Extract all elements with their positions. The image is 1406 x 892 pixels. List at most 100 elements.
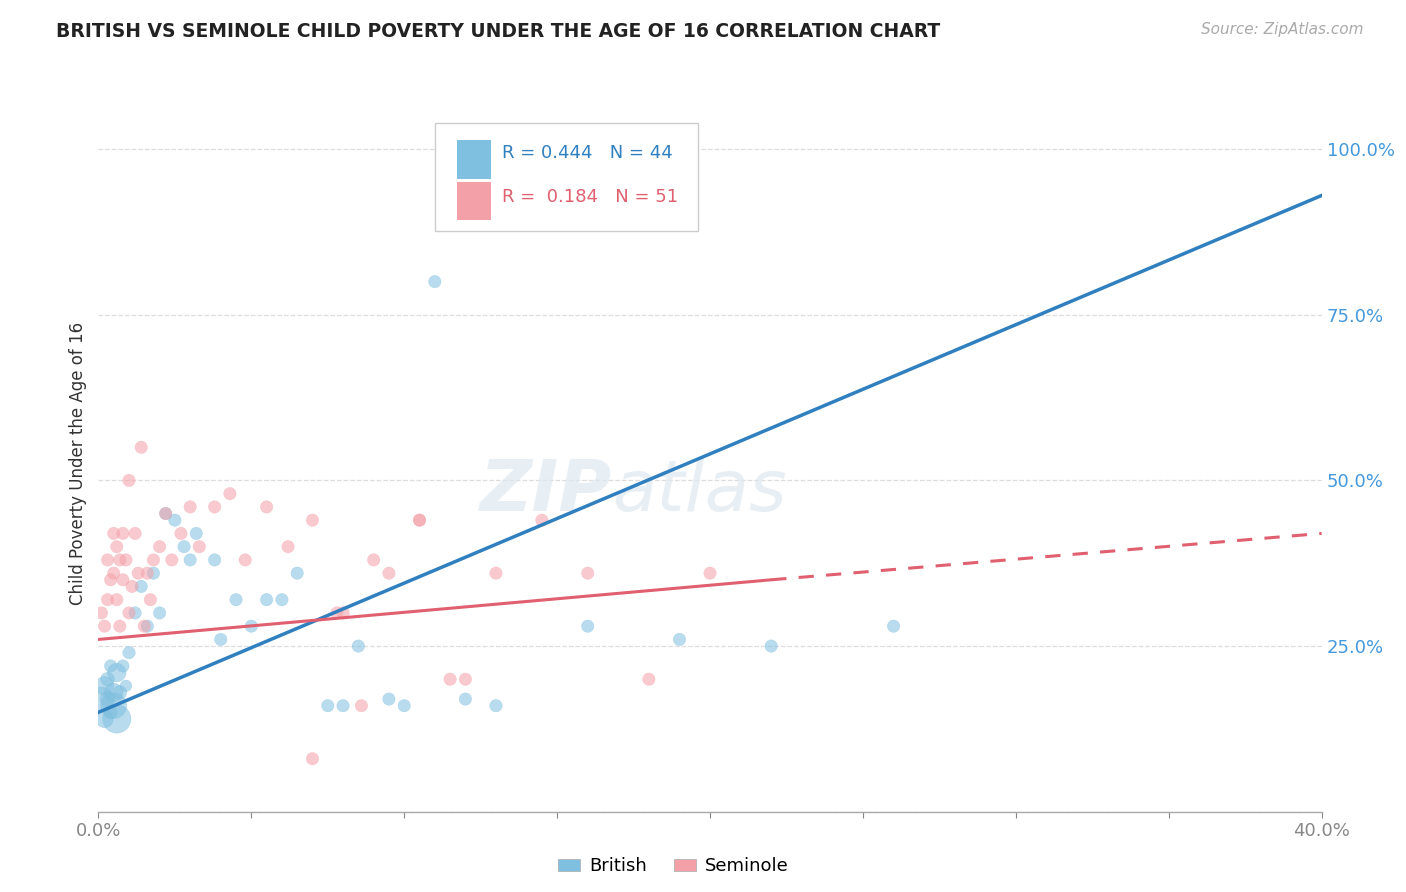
Point bbox=[173, 540, 195, 554]
Point bbox=[576, 619, 599, 633]
Point bbox=[408, 513, 430, 527]
Text: atlas: atlas bbox=[612, 458, 787, 526]
Point bbox=[160, 553, 183, 567]
Point bbox=[108, 685, 131, 699]
Point bbox=[454, 692, 477, 706]
Point bbox=[115, 553, 138, 567]
Legend: British, Seminole: British, Seminole bbox=[551, 850, 796, 883]
Text: ZIP: ZIP bbox=[479, 458, 612, 526]
Point bbox=[100, 706, 122, 720]
Text: Source: ZipAtlas.com: Source: ZipAtlas.com bbox=[1201, 22, 1364, 37]
Point bbox=[111, 659, 134, 673]
Point bbox=[111, 526, 134, 541]
Point bbox=[139, 592, 162, 607]
Point bbox=[350, 698, 373, 713]
Point bbox=[108, 553, 131, 567]
Text: R =  0.184   N = 51: R = 0.184 N = 51 bbox=[502, 188, 678, 206]
Point bbox=[485, 566, 508, 581]
Point bbox=[100, 659, 122, 673]
Point bbox=[439, 672, 461, 686]
Point bbox=[97, 672, 120, 686]
Point bbox=[142, 566, 165, 581]
Point bbox=[186, 526, 208, 541]
Point bbox=[103, 566, 125, 581]
Point bbox=[277, 540, 299, 554]
Point bbox=[301, 513, 323, 527]
Point bbox=[270, 592, 292, 607]
Point bbox=[256, 592, 278, 607]
FancyBboxPatch shape bbox=[457, 182, 491, 220]
Point bbox=[883, 619, 905, 633]
Point bbox=[316, 698, 339, 713]
Point bbox=[332, 698, 354, 713]
Point bbox=[170, 526, 193, 541]
Point bbox=[378, 566, 401, 581]
Point bbox=[90, 692, 112, 706]
Point bbox=[179, 500, 201, 514]
Point bbox=[103, 698, 125, 713]
Point bbox=[118, 474, 141, 488]
Point bbox=[103, 685, 125, 699]
Point bbox=[576, 566, 599, 581]
Point bbox=[219, 486, 242, 500]
Point bbox=[105, 592, 128, 607]
Point bbox=[699, 566, 721, 581]
Point bbox=[668, 632, 690, 647]
Point bbox=[209, 632, 232, 647]
Point bbox=[118, 606, 141, 620]
Point bbox=[347, 639, 370, 653]
Point bbox=[363, 553, 385, 567]
Point bbox=[105, 712, 128, 726]
FancyBboxPatch shape bbox=[434, 123, 697, 231]
Point bbox=[108, 619, 131, 633]
Y-axis label: Child Poverty Under the Age of 16: Child Poverty Under the Age of 16 bbox=[69, 322, 87, 606]
Point bbox=[134, 619, 156, 633]
FancyBboxPatch shape bbox=[457, 140, 491, 178]
Point bbox=[378, 692, 401, 706]
Point bbox=[326, 606, 349, 620]
Point bbox=[530, 513, 553, 527]
Point bbox=[97, 592, 120, 607]
Point bbox=[136, 619, 159, 633]
Point bbox=[408, 513, 430, 527]
Point bbox=[149, 606, 172, 620]
Point bbox=[93, 712, 115, 726]
Point bbox=[285, 566, 308, 581]
Text: BRITISH VS SEMINOLE CHILD POVERTY UNDER THE AGE OF 16 CORRELATION CHART: BRITISH VS SEMINOLE CHILD POVERTY UNDER … bbox=[56, 22, 941, 41]
Point bbox=[136, 566, 159, 581]
Point bbox=[105, 665, 128, 680]
Point bbox=[233, 553, 256, 567]
Text: R = 0.444   N = 44: R = 0.444 N = 44 bbox=[502, 144, 673, 161]
Point bbox=[97, 553, 120, 567]
Point bbox=[637, 672, 661, 686]
Point bbox=[90, 606, 112, 620]
Point bbox=[759, 639, 782, 653]
Point bbox=[301, 752, 323, 766]
Point bbox=[105, 540, 128, 554]
Point bbox=[129, 579, 152, 593]
Point bbox=[149, 540, 172, 554]
Point bbox=[179, 553, 201, 567]
Point bbox=[332, 606, 354, 620]
Point bbox=[100, 573, 122, 587]
Point bbox=[127, 566, 149, 581]
Point bbox=[124, 526, 146, 541]
Point bbox=[225, 592, 247, 607]
Point bbox=[118, 646, 141, 660]
Point bbox=[392, 698, 416, 713]
Point bbox=[111, 573, 134, 587]
Point bbox=[115, 679, 138, 693]
Point bbox=[121, 579, 143, 593]
Point bbox=[155, 507, 177, 521]
Point bbox=[204, 553, 226, 567]
Point bbox=[163, 513, 186, 527]
Point bbox=[129, 440, 152, 454]
Point bbox=[256, 500, 278, 514]
Point bbox=[454, 672, 477, 686]
Point bbox=[97, 692, 120, 706]
Point bbox=[103, 526, 125, 541]
Point bbox=[124, 606, 146, 620]
Point bbox=[485, 698, 508, 713]
Point bbox=[93, 679, 115, 693]
Point bbox=[423, 275, 446, 289]
